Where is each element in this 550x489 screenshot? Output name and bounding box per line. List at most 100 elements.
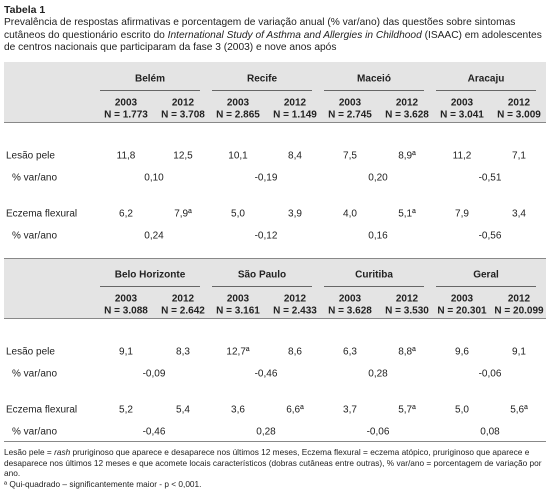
row-label: Eczema flexural [6, 208, 78, 220]
sample-size: N = 2.642 [161, 305, 205, 317]
row-label: Lesão pele [6, 346, 55, 358]
footnote-italic: rash [54, 447, 71, 457]
cell-value: 8,3 [176, 346, 190, 358]
cell-value: 9,6 [455, 346, 469, 358]
cell-value: 3,6 [231, 404, 245, 416]
year: 2003 [226, 97, 250, 109]
row-label: % var/ano [12, 368, 58, 380]
cell-value: 3,9 [288, 208, 302, 220]
cell-value: 12,7ª [226, 346, 250, 358]
sample-size: N = 2.433 [273, 305, 317, 317]
cell-value: -0,06 [366, 426, 390, 438]
cell-value: 8,6 [288, 346, 302, 358]
rule [4, 122, 546, 123]
cell-value: 0,10 [144, 172, 164, 184]
table-title: Tabela 1 [4, 4, 46, 16]
sample-size: N = 3.708 [161, 109, 205, 121]
group-name: Belém [134, 73, 166, 85]
cell-value: 5,1ª [398, 208, 416, 220]
row-label: Lesão pele [6, 150, 55, 162]
row-label: Eczema flexural [6, 404, 78, 416]
cell-value: 7,1 [512, 150, 526, 162]
cell-value: 0,16 [368, 230, 388, 242]
caption-text: (ISAAC) em adolescentes de centros nacio… [4, 29, 542, 54]
caption-text: Prevalência de respostas afirmativas e p… [4, 17, 516, 41]
cell-value: 3,4 [512, 208, 526, 220]
year: 2012 [395, 293, 419, 305]
cell-value: -0,51 [478, 172, 502, 184]
footnote-text: Lesão pele = [4, 447, 55, 457]
cell-value: -0,46 [142, 426, 166, 438]
sample-size: N = 1.149 [273, 109, 317, 121]
cell-value: -0,09 [142, 368, 166, 380]
group-name: São Paulo [237, 269, 287, 281]
group-underline [436, 90, 536, 91]
cell-value: 5,6ª [510, 404, 528, 416]
cell-value: 3,7 [343, 404, 357, 416]
rule [4, 318, 546, 319]
header-bg [4, 62, 546, 122]
year: 2003 [226, 293, 250, 305]
cell-value: 8,9ª [398, 150, 416, 162]
group-underline [212, 286, 312, 287]
row-label: % var/ano [12, 230, 58, 242]
cell-value: 5,7ª [398, 404, 416, 416]
year: 2003 [338, 293, 362, 305]
cell-value: -0,46 [254, 368, 278, 380]
row-label: % var/ano [12, 172, 58, 184]
group-name: Recife [246, 73, 278, 85]
cell-value: 10,1 [228, 150, 248, 162]
caption-italic: International Study of Asthma and Allerg… [167, 29, 422, 41]
footnote: Lesão pele = rash pruriginoso que aparec… [4, 447, 546, 489]
cell-value: 9,1 [119, 346, 133, 358]
cell-value: 6,6ª [286, 404, 304, 416]
group-underline [324, 90, 424, 91]
cell-value: 8,8ª [398, 346, 416, 358]
rule [4, 258, 546, 259]
year: 2012 [171, 97, 195, 109]
year: 2012 [171, 293, 195, 305]
year: 2003 [450, 293, 474, 305]
group-underline [212, 90, 312, 91]
sample-size: N = 2.745 [328, 109, 372, 121]
year: 2012 [283, 293, 307, 305]
cell-value: 12,5 [173, 150, 193, 162]
sample-size: N = 3.628 [328, 305, 372, 317]
group-name: Belo Horizonte [114, 269, 186, 281]
sample-size: N = 3.009 [497, 109, 541, 121]
header-bg [4, 258, 546, 318]
sample-size: N = 20.301 [437, 305, 487, 317]
sample-size: N = 20.099 [494, 305, 544, 317]
cell-value: 0,24 [144, 230, 164, 242]
year: 2003 [450, 97, 474, 109]
group-name: Geral [473, 269, 499, 281]
year: 2012 [283, 97, 307, 109]
cell-value: -0,12 [254, 230, 278, 242]
group-name: Curitiba [355, 269, 393, 281]
cell-value: -0,06 [478, 368, 502, 380]
cell-value: 11,8 [116, 150, 136, 162]
cell-value: 0,28 [256, 426, 276, 438]
year: 2003 [114, 293, 138, 305]
cell-value: 7,5 [343, 150, 357, 162]
group-underline [324, 286, 424, 287]
footnote-text: pruriginoso que aparece e desaparece nos… [4, 447, 542, 479]
year: 2012 [395, 97, 419, 109]
sample-size: N = 3.530 [385, 305, 429, 317]
group-underline [100, 286, 200, 287]
cell-value: 11,2 [452, 150, 472, 162]
cell-value: -0,56 [478, 230, 502, 242]
year: 2003 [338, 97, 362, 109]
rule [4, 441, 546, 442]
cell-value: 0,28 [368, 368, 388, 380]
group-underline [100, 90, 200, 91]
cell-value: 5,2 [119, 404, 133, 416]
sample-size: N = 3.041 [440, 109, 484, 121]
group-name: Maceió [357, 73, 391, 85]
cell-value: 4,0 [343, 208, 357, 220]
cell-value: 8,4 [288, 150, 302, 162]
sample-size: N = 3.628 [385, 109, 429, 121]
sample-size: N = 3.161 [216, 305, 260, 317]
cell-value: 5,4 [176, 404, 190, 416]
